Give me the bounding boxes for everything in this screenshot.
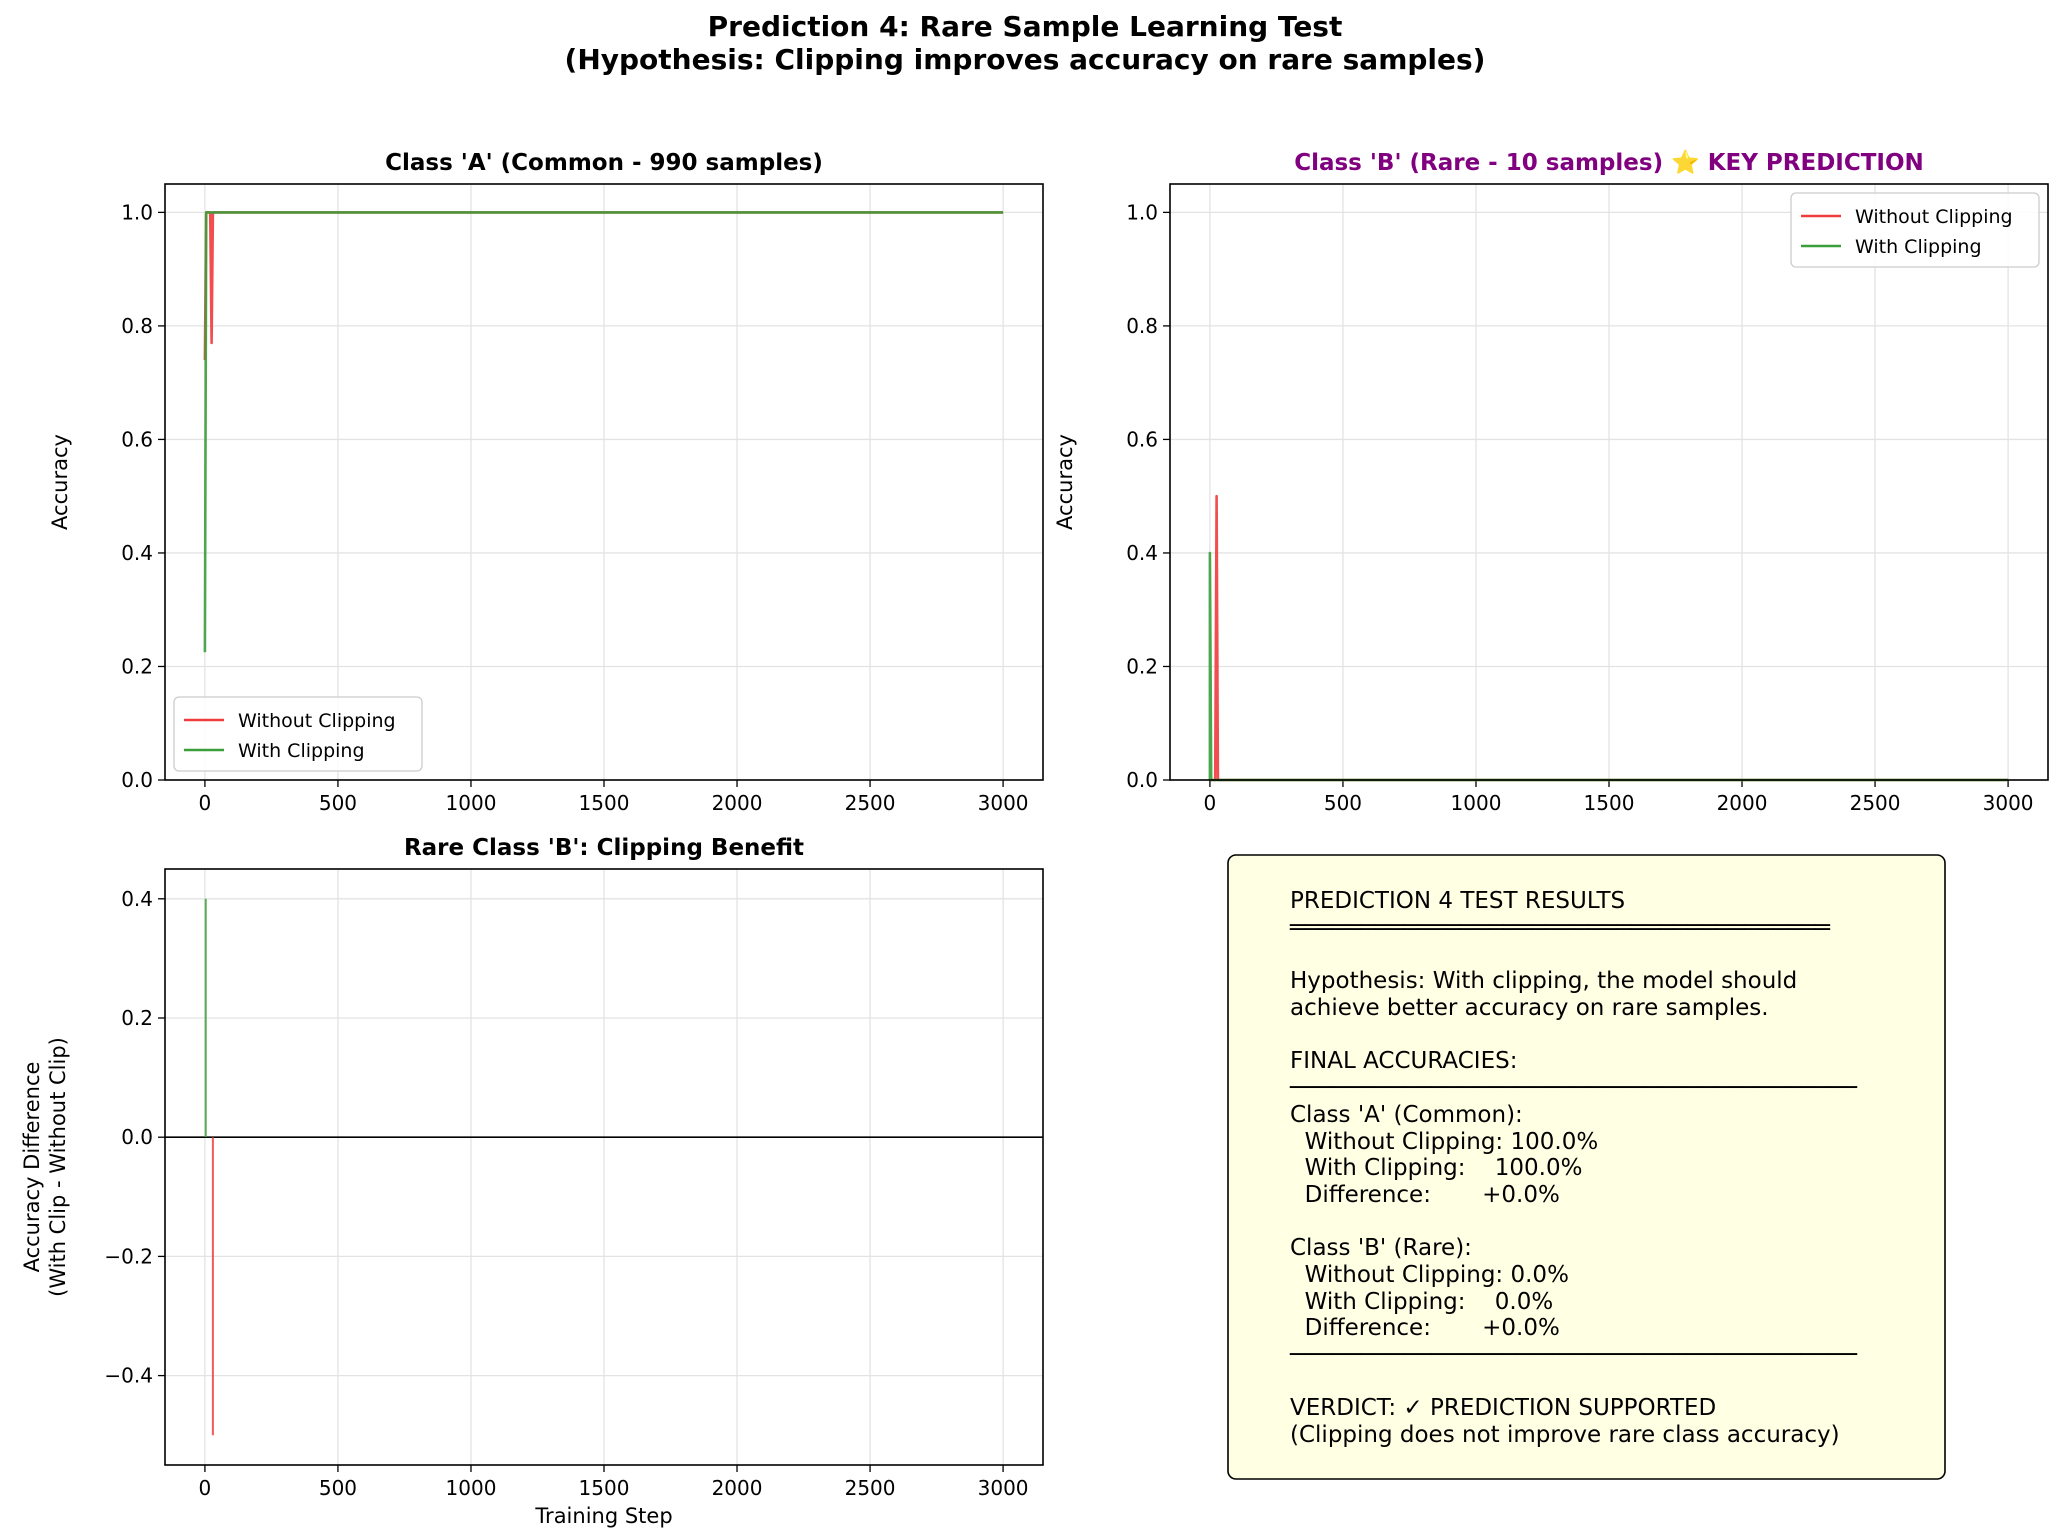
x-tick-label: 2000 [712,1476,763,1500]
x-axis-label: Training Step [534,1504,672,1528]
grid [165,184,1043,781]
x-tick-label: 3000 [978,791,1029,815]
y-tick-label: −0.2 [104,1244,153,1268]
panel-title: Rare Class 'B': Clipping Benefit [404,835,804,861]
y-tick-label: 0.6 [121,427,153,451]
axes-frame [164,183,1044,781]
x-tick-label: 1000 [446,791,497,815]
class-a-difference: Difference: +0.0% [1290,1182,1560,1208]
x-tick-label: 0 [1204,791,1217,815]
legend-box [1790,192,2040,268]
class-a-without-value: Without Clipping: 100.0% [1290,1129,1598,1155]
results-divider-double: ══════════════════════════════════════ [1289,915,1831,941]
results-divider-1: ──────────────────────────────────────── [1289,1075,1858,1101]
x-tick-label: 1500 [579,1476,630,1500]
panel-title: Class 'A' (Common - 990 samples) [385,150,823,176]
y-axis-label-line2: (With Clip - Without Clip) [46,1037,70,1297]
y-axis-label: Accuracy [1053,434,1077,530]
series-line-with-clipping [203,211,1004,653]
verdict-text: VERDICT: ✓ PREDICTION SUPPORTED [1290,1395,1716,1421]
verdict-note: (Clipping does not improve rare class ac… [1290,1422,1840,1448]
y-axis-label: Accuracy [48,434,72,530]
x-tick-label: 500 [319,791,357,815]
y-tick-label: 0.0 [1126,768,1158,792]
class-b-heading: Class 'B' (Rare): [1290,1235,1472,1261]
y-tick-label: 0.4 [121,887,153,911]
class-b-difference: Difference: +0.0% [1290,1315,1560,1341]
axes-frame [164,868,1044,1466]
class-b-with-value: With Clipping: 0.0% [1290,1289,1553,1315]
x-tick-label: 2500 [845,1476,896,1500]
legend-entry: Without Clipping [238,710,396,732]
panel-title: Class 'B' (Rare - 10 samples) ⭐ KEY PRED… [1294,149,1924,176]
grid [1170,184,2048,781]
class-a-heading: Class 'A' (Common): [1290,1102,1523,1128]
y-tick-label: 1.0 [1126,200,1158,224]
results-final-heading: FINAL ACCURACIES: [1290,1048,1517,1074]
y-tick-label: 0.8 [121,314,153,338]
x-tick-label: 1500 [579,791,630,815]
legend: Without Clipping With Clipping [173,696,423,772]
results-box-background [1227,854,1946,1480]
x-tick-label: 2000 [712,791,763,815]
results-hypothesis-line1: Hypothesis: With clipping, the model sho… [1290,968,1797,994]
x-tick-label: 500 [319,1476,357,1500]
y-tick-label: 0.4 [1126,541,1158,565]
class-b-without-value: Without Clipping: 0.0% [1290,1262,1569,1288]
y-tick-label: −0.4 [104,1364,153,1388]
x-tick-label: 1000 [1451,791,1502,815]
results-box: PREDICTION 4 TEST RESULTS ══════════════… [1227,854,1946,1480]
figure-title-line1: Prediction 4: Rare Sample Learning Test [708,10,1343,43]
x-tick-label: 1000 [446,1476,497,1500]
y-tick-label: 0.2 [121,654,153,678]
x-tick-label: 2000 [1717,791,1768,815]
results-hypothesis-line2: achieve better accuracy on rare samples. [1290,995,1769,1021]
x-tick-label: 2500 [1850,791,1901,815]
x-tick-label: 3000 [1983,791,2034,815]
legend: Without Clipping With Clipping [1790,192,2040,268]
x-tick-label: 1500 [1584,791,1635,815]
difference-bar [204,898,207,1138]
x-tick-label: 0 [199,1476,212,1500]
y-tick-label: 0.4 [121,541,153,565]
figure-title-line2: (Hypothesis: Clipping improves accuracy … [565,43,1486,76]
x-tick-label: 0 [199,791,212,815]
y-tick-label: 0.0 [121,1125,153,1149]
difference-bar [211,1137,214,1436]
legend-entry: With Clipping [1855,236,1982,258]
class-b-accuracy-chart: 0 500 1000 1500 2000 2500 3000 0.0 0.2 0.4 0.6 0.8 1… [1053,149,2049,815]
y-tick-label: 0.6 [1126,427,1158,451]
grid [165,869,1043,1465]
y-tick-label: 0.8 [1126,314,1158,338]
y-tick-label: 1.0 [121,200,153,224]
x-tick-label: 500 [1324,791,1362,815]
legend-entry: Without Clipping [1855,206,2013,228]
x-tick-label: 2500 [845,791,896,815]
results-title: PREDICTION 4 TEST RESULTS [1290,888,1625,914]
legend-entry: With Clipping [238,740,365,762]
class-a-with-value: With Clipping: 100.0% [1290,1155,1582,1181]
results-divider-2: ──────────────────────────────────────── [1289,1342,1858,1368]
class-a-accuracy-chart: 0 500 1000 1500 2000 2500 3000 0.0 0.2 0.4 0.6 0.8 1… [48,150,1044,815]
clipping-benefit-chart: 0 500 1000 1500 2000 2500 3000 −0.4 −0.2 0.0 0.2 0.… [20,835,1044,1528]
y-tick-label: 0.2 [1126,654,1158,678]
y-tick-label: 0.2 [121,1006,153,1030]
y-tick-label: 0.0 [121,768,153,792]
x-tick-label: 3000 [978,1476,1029,1500]
legend-box [173,696,423,772]
axes-frame [1169,183,2049,781]
y-axis-label-line1: Accuracy Difference [20,1062,44,1273]
